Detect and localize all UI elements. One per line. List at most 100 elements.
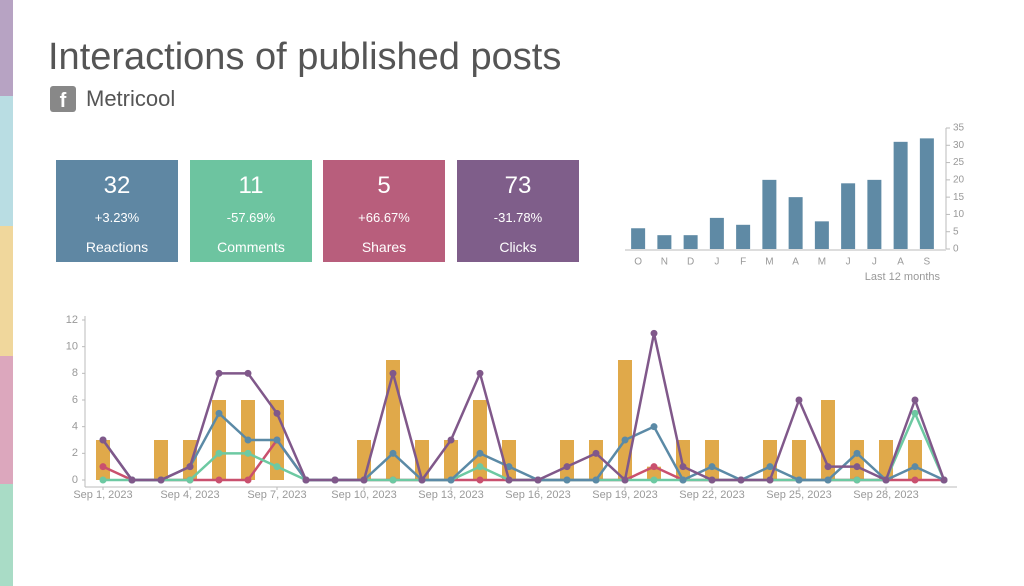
point xyxy=(708,463,716,471)
point xyxy=(186,463,194,471)
point xyxy=(273,409,281,417)
card-label: Shares xyxy=(361,239,407,255)
x-tick-label: S xyxy=(924,257,931,268)
point xyxy=(853,463,861,471)
y-tick-label: 4 xyxy=(72,421,78,433)
card-change: -57.69% xyxy=(226,210,276,225)
point xyxy=(592,449,600,457)
color-strip xyxy=(0,0,13,96)
card-value: 73 xyxy=(504,172,532,199)
point xyxy=(911,409,919,417)
y-tick-label: 15 xyxy=(953,192,965,203)
y-tick-label: 8 xyxy=(72,367,78,379)
point xyxy=(447,476,455,484)
point xyxy=(215,409,223,417)
bar xyxy=(618,360,632,480)
x-tick-label: Sep 4, 2023 xyxy=(160,489,219,501)
point xyxy=(650,463,658,471)
point xyxy=(563,476,571,484)
bar xyxy=(850,440,864,480)
point xyxy=(505,476,513,484)
x-tick-label: M xyxy=(818,257,826,268)
bar xyxy=(709,217,724,249)
point xyxy=(476,369,484,377)
point xyxy=(940,476,948,484)
bar xyxy=(792,440,806,480)
bar xyxy=(96,440,110,480)
point xyxy=(766,476,774,484)
point xyxy=(157,476,165,484)
point xyxy=(302,476,310,484)
facebook-icon: f xyxy=(50,86,76,112)
x-tick-label: J xyxy=(714,257,719,268)
point xyxy=(795,476,803,484)
y-tick-label: 10 xyxy=(66,341,78,353)
y-tick-label: 10 xyxy=(953,209,965,220)
bar xyxy=(867,179,882,249)
point xyxy=(534,476,542,484)
point xyxy=(389,449,397,457)
point xyxy=(679,463,687,471)
color-strip xyxy=(0,484,13,586)
point xyxy=(592,476,600,484)
x-tick-label: A xyxy=(792,257,799,268)
bar xyxy=(736,224,751,249)
title: Interactions of published posts xyxy=(48,36,562,78)
point xyxy=(186,476,194,484)
x-tick-label: O xyxy=(634,257,642,268)
y-tick-label: 35 xyxy=(953,123,965,134)
bar xyxy=(631,228,646,249)
point xyxy=(418,476,426,484)
x-tick-label: Sep 16, 2023 xyxy=(505,489,570,501)
point xyxy=(244,436,252,444)
y-tick-label: 0 xyxy=(72,474,78,486)
bar xyxy=(154,440,168,480)
point xyxy=(853,449,861,457)
bar xyxy=(705,440,719,480)
point xyxy=(505,463,513,471)
point xyxy=(911,476,919,484)
source-name: Metricool xyxy=(86,86,176,111)
color-strip xyxy=(0,356,13,484)
bar xyxy=(473,400,487,480)
y-tick-label: 20 xyxy=(953,174,965,185)
bar xyxy=(814,221,829,249)
x-tick-label: N xyxy=(661,257,668,268)
bar xyxy=(908,440,922,480)
point xyxy=(215,449,223,457)
point xyxy=(737,476,745,484)
bar xyxy=(919,138,934,249)
point xyxy=(128,476,136,484)
card-label: Reactions xyxy=(85,239,149,255)
point xyxy=(911,396,919,404)
point xyxy=(650,329,658,337)
point xyxy=(824,463,832,471)
point xyxy=(273,436,281,444)
x-tick-label: Sep 10, 2023 xyxy=(331,489,396,501)
x-tick-label: Sep 28, 2023 xyxy=(853,489,918,501)
point xyxy=(476,476,484,484)
bar xyxy=(893,141,908,249)
bar xyxy=(763,440,777,480)
point xyxy=(679,476,687,484)
point xyxy=(911,463,919,471)
bar xyxy=(444,440,458,480)
line xyxy=(101,332,946,482)
x-tick-label: Sep 1, 2023 xyxy=(73,489,132,501)
point xyxy=(215,369,223,377)
point xyxy=(824,476,832,484)
point xyxy=(360,476,368,484)
point xyxy=(99,436,107,444)
x-tick-label: J xyxy=(872,257,877,268)
x-tick-label: Sep 22, 2023 xyxy=(679,489,744,501)
point xyxy=(882,476,890,484)
card-change: -31.78% xyxy=(493,210,543,225)
y-tick-label: 5 xyxy=(953,226,959,237)
point xyxy=(331,476,339,484)
x-tick-label: Sep 7, 2023 xyxy=(247,489,306,501)
point xyxy=(650,476,658,484)
card-change: +3.23% xyxy=(94,210,140,225)
bar xyxy=(589,440,603,480)
point xyxy=(766,463,774,471)
